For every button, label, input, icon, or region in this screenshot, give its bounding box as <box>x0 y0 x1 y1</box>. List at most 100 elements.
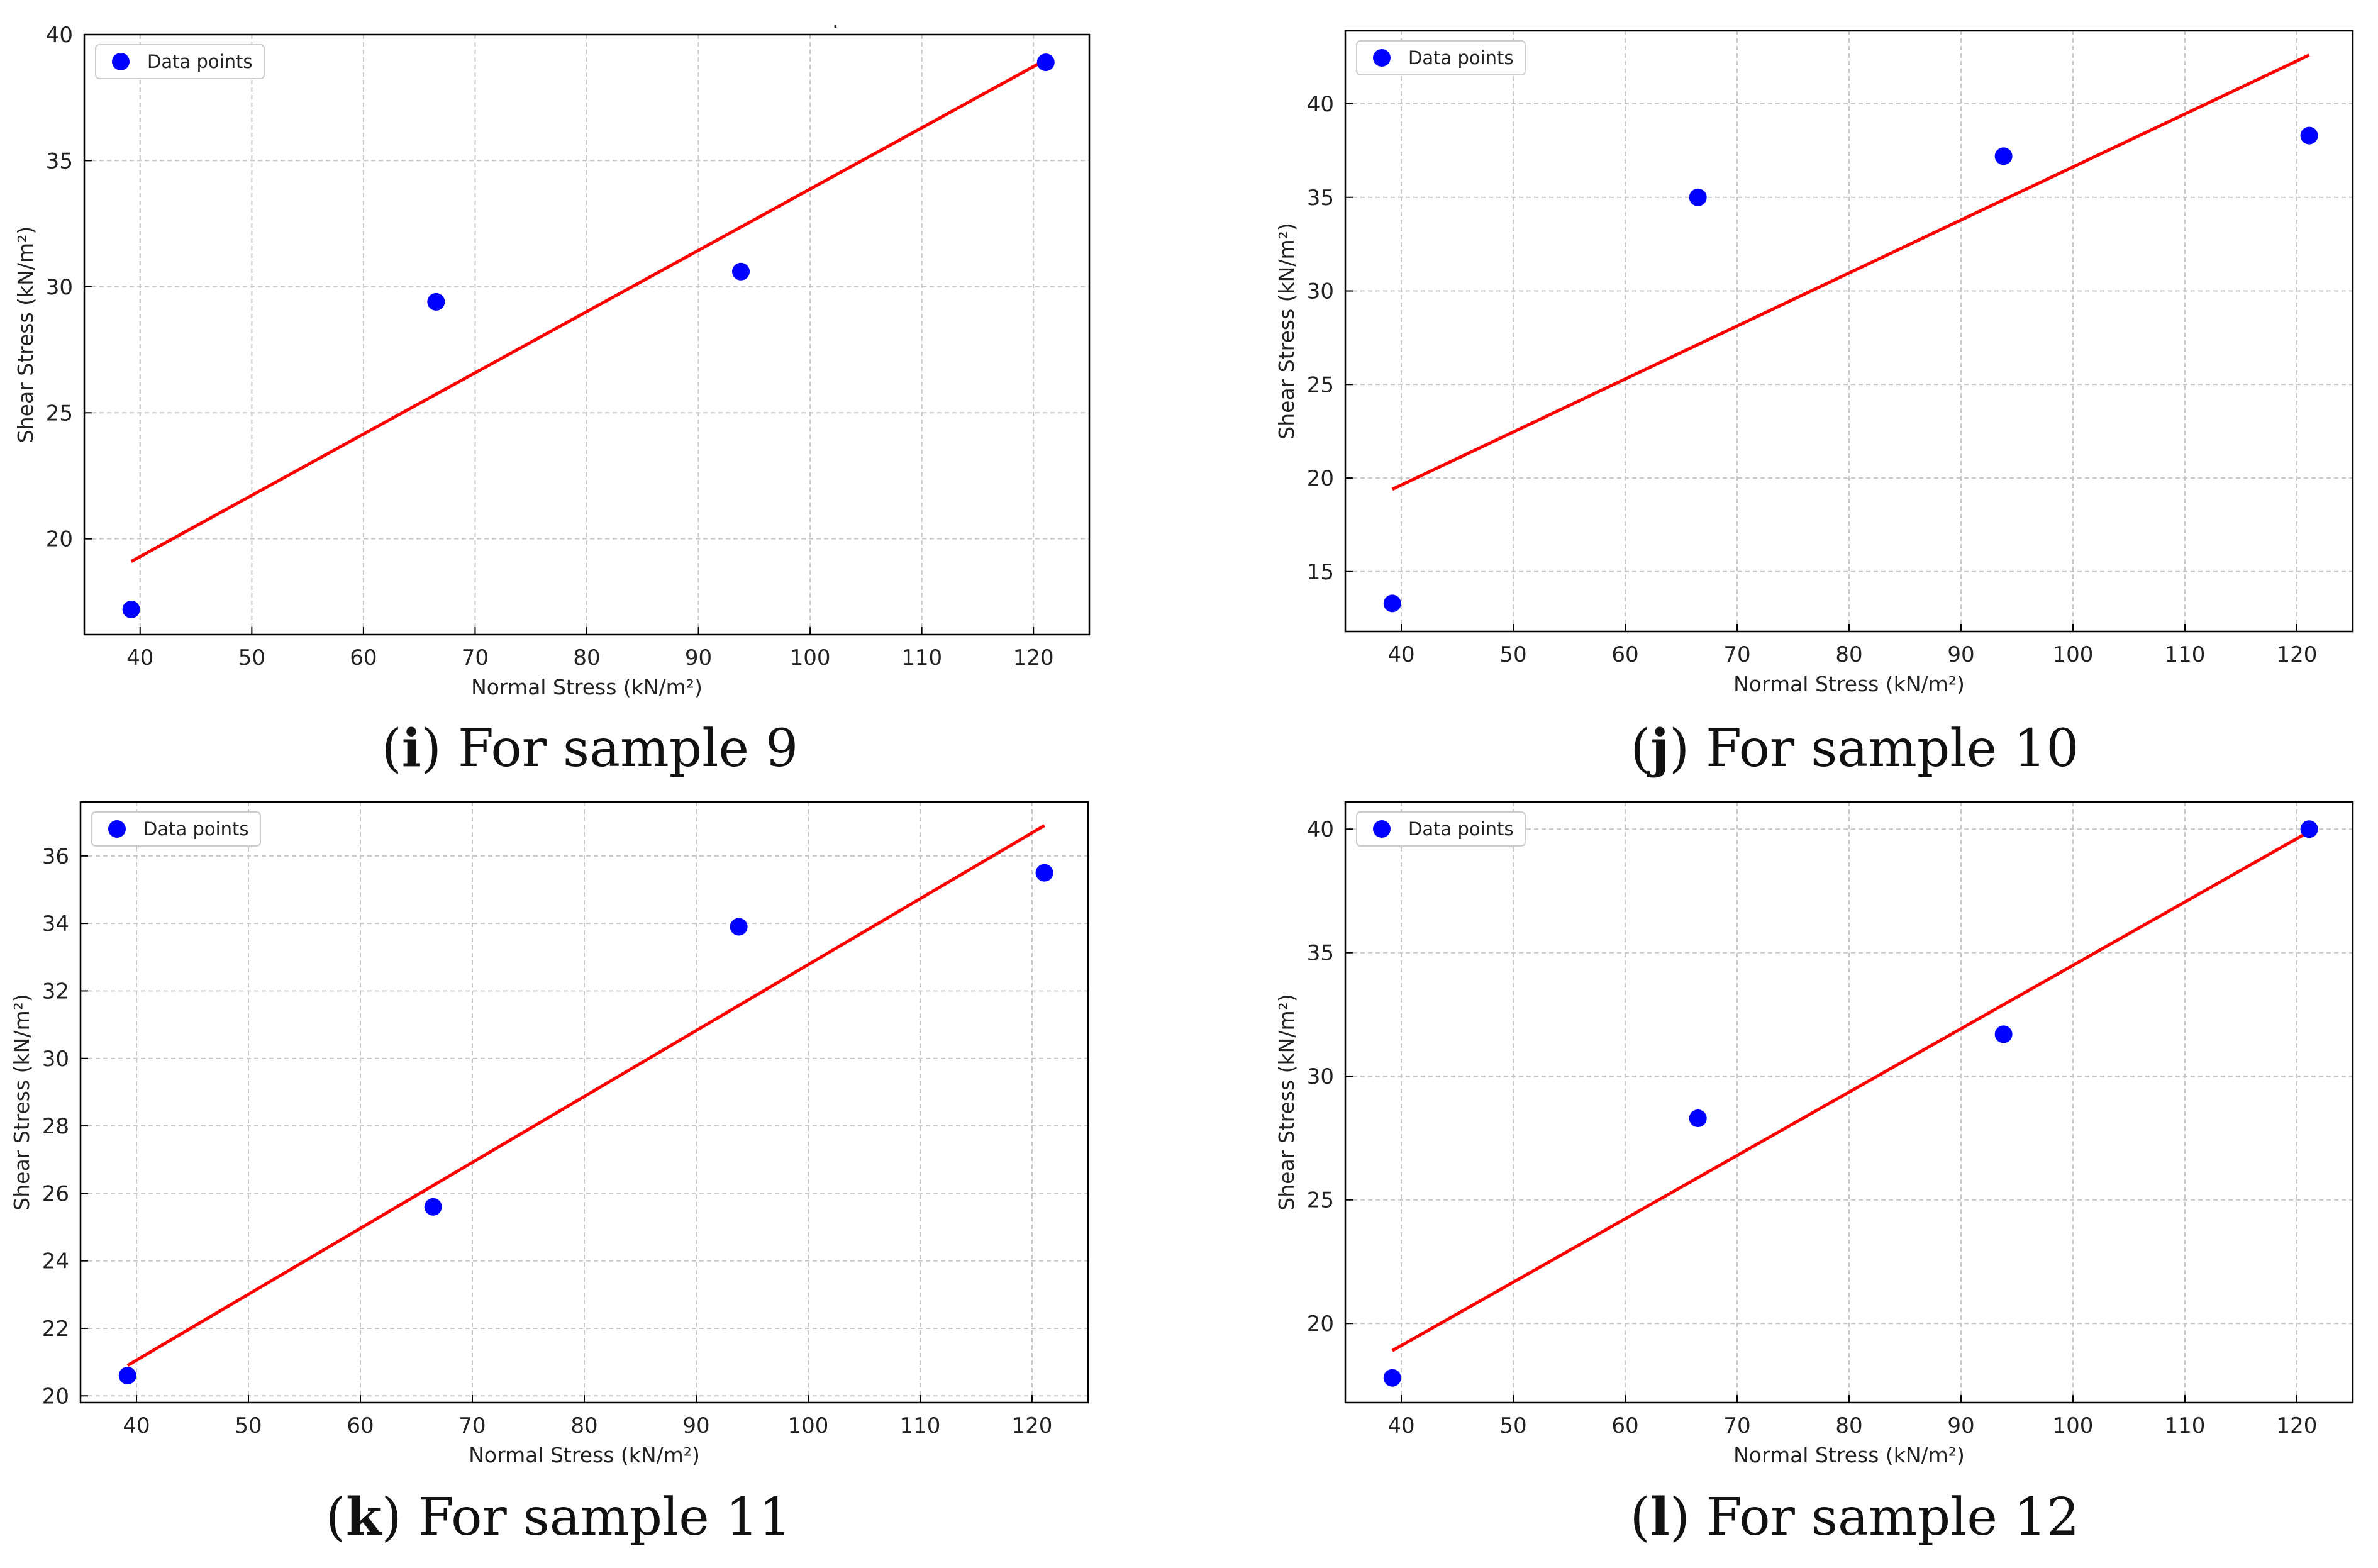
x-tick-label: 40 <box>123 1413 150 1438</box>
data-point <box>1036 53 1055 72</box>
caption-i: (i) For sample 9 <box>382 718 798 779</box>
x-tick-label: 40 <box>1387 1413 1414 1438</box>
plot-frame <box>1344 30 2354 633</box>
y-tick-label: 40 <box>1307 92 1334 117</box>
data-point <box>1383 594 1401 613</box>
x-axis-label: Normal Stress (kN/m²) <box>1733 1443 1965 1467</box>
data-point <box>427 292 445 311</box>
y-tick-label: 15 <box>1307 560 1334 585</box>
y-tick-label: 20 <box>46 527 73 552</box>
fit-line <box>1391 53 2310 491</box>
x-tick-label: 110 <box>900 1413 941 1438</box>
caption-l: (l) For sample 12 <box>1630 1487 2080 1547</box>
data-point <box>1689 1109 1707 1128</box>
legend-marker <box>112 53 130 70</box>
y-tick-label: 30 <box>1307 1064 1334 1089</box>
y-tick-label: 30 <box>42 1047 69 1072</box>
x-tick-label: 80 <box>573 645 600 670</box>
y-tick-label: 40 <box>46 23 73 48</box>
data-point <box>1994 147 2013 165</box>
y-tick-label: 35 <box>1307 941 1334 966</box>
caption-k: (k) For sample 11 <box>326 1487 791 1547</box>
x-tick-label: 40 <box>126 645 153 670</box>
legend-box <box>95 44 265 79</box>
x-tick-label: 70 <box>1723 1413 1750 1438</box>
x-tick-label: 50 <box>1499 1413 1526 1438</box>
x-tick-label: 50 <box>235 1413 262 1438</box>
x-tick-label: 60 <box>347 1413 374 1438</box>
y-tick-label: 30 <box>1307 279 1334 304</box>
data-point <box>424 1198 442 1216</box>
x-tick-label: 100 <box>2053 1413 2094 1438</box>
legend-box <box>91 811 261 847</box>
x-tick-label: 50 <box>238 645 265 670</box>
data-point <box>732 262 750 281</box>
y-tick-label: 22 <box>42 1316 69 1342</box>
x-tick-label: 80 <box>1835 1413 1862 1438</box>
x-tick-label: 110 <box>2165 642 2206 667</box>
legend-box <box>1356 811 1526 847</box>
fit-line <box>1391 830 2310 1352</box>
x-axis-label: Normal Stress (kN/m²) <box>469 1443 700 1467</box>
y-tick-label: 28 <box>42 1114 69 1139</box>
y-tick-label: 35 <box>1307 186 1334 211</box>
data-point <box>1689 188 1707 206</box>
y-axis-label: Shear Stress (kN/m²) <box>13 226 38 443</box>
y-tick-label: 25 <box>1307 1188 1334 1213</box>
y-axis-label: Shear Stress (kN/m²) <box>1274 223 1299 439</box>
x-tick-label: 80 <box>570 1413 597 1438</box>
x-tick-label: 40 <box>1387 642 1414 667</box>
data-point <box>2300 820 2318 838</box>
x-tick-label: 60 <box>350 645 377 670</box>
x-tick-label: 120 <box>2277 642 2318 667</box>
data-point <box>1383 1369 1401 1387</box>
x-tick-label: 100 <box>790 645 831 670</box>
x-tick-label: 60 <box>1611 642 1638 667</box>
data-point <box>730 918 748 936</box>
legend-label: Data points <box>147 51 253 72</box>
data-point <box>2300 126 2318 145</box>
y-tick-label: 25 <box>1307 372 1334 398</box>
y-tick-label: 34 <box>42 911 69 937</box>
legend-label: Data points <box>1408 818 1514 840</box>
y-tick-label: 25 <box>46 401 73 426</box>
x-tick-label: 100 <box>2053 642 2094 667</box>
y-tick-label: 20 <box>42 1384 69 1409</box>
y-tick-label: 35 <box>46 148 73 174</box>
x-tick-label: 90 <box>685 645 712 670</box>
fit-line <box>126 824 1045 1367</box>
y-axis-label: Shear Stress (kN/m²) <box>9 994 34 1210</box>
y-tick-label: 30 <box>46 275 73 300</box>
y-tick-label: 32 <box>42 979 69 1004</box>
x-tick-label: 90 <box>1947 1413 1974 1438</box>
y-tick-label: 20 <box>1307 466 1334 491</box>
data-point <box>1994 1025 2013 1043</box>
chart-panel-l: 40 50 60 70 80 90 100 110 120 20 25 30 35 40 Normal St… <box>1274 801 2354 1547</box>
y-tick-label: 26 <box>42 1181 69 1206</box>
chart-panel-i: 40 50 60 70 80 90 100 110 120 20 25 30 35 40 Normal St… <box>13 23 1091 779</box>
legend-marker <box>1373 820 1391 838</box>
x-tick-label: 120 <box>2277 1413 2318 1438</box>
plot-frame <box>79 801 1089 1404</box>
y-tick-label: 20 <box>1307 1311 1334 1337</box>
data-point <box>1035 864 1053 882</box>
x-tick-label: 80 <box>1835 642 1862 667</box>
legend-marker <box>108 820 126 838</box>
legend-marker <box>1373 49 1391 67</box>
legend-box <box>1356 40 1526 75</box>
x-tick-label: 110 <box>901 645 942 670</box>
y-tick-label: 24 <box>42 1249 69 1274</box>
chart-panel-j: 40 50 60 70 80 90 100 110 120 15 20 25 30 35 40 Normal … <box>1274 30 2354 779</box>
x-tick-label: 120 <box>1013 645 1054 670</box>
fit-line <box>130 58 1047 563</box>
x-tick-label: 70 <box>462 645 489 670</box>
x-axis-label: Normal Stress (kN/m²) <box>1733 672 1965 696</box>
legend-label: Data points <box>1408 47 1514 69</box>
x-tick-label: 70 <box>1723 642 1750 667</box>
y-tick-label: 36 <box>42 844 69 869</box>
stray-mark: . <box>832 8 839 33</box>
data-point <box>122 600 140 618</box>
y-axis-label: Shear Stress (kN/m²) <box>1274 994 1299 1210</box>
chart-panel-k: 40 50 60 70 80 90 100 110 120 20 22 24 26 28 30 32 34 36 N… <box>9 801 1089 1547</box>
